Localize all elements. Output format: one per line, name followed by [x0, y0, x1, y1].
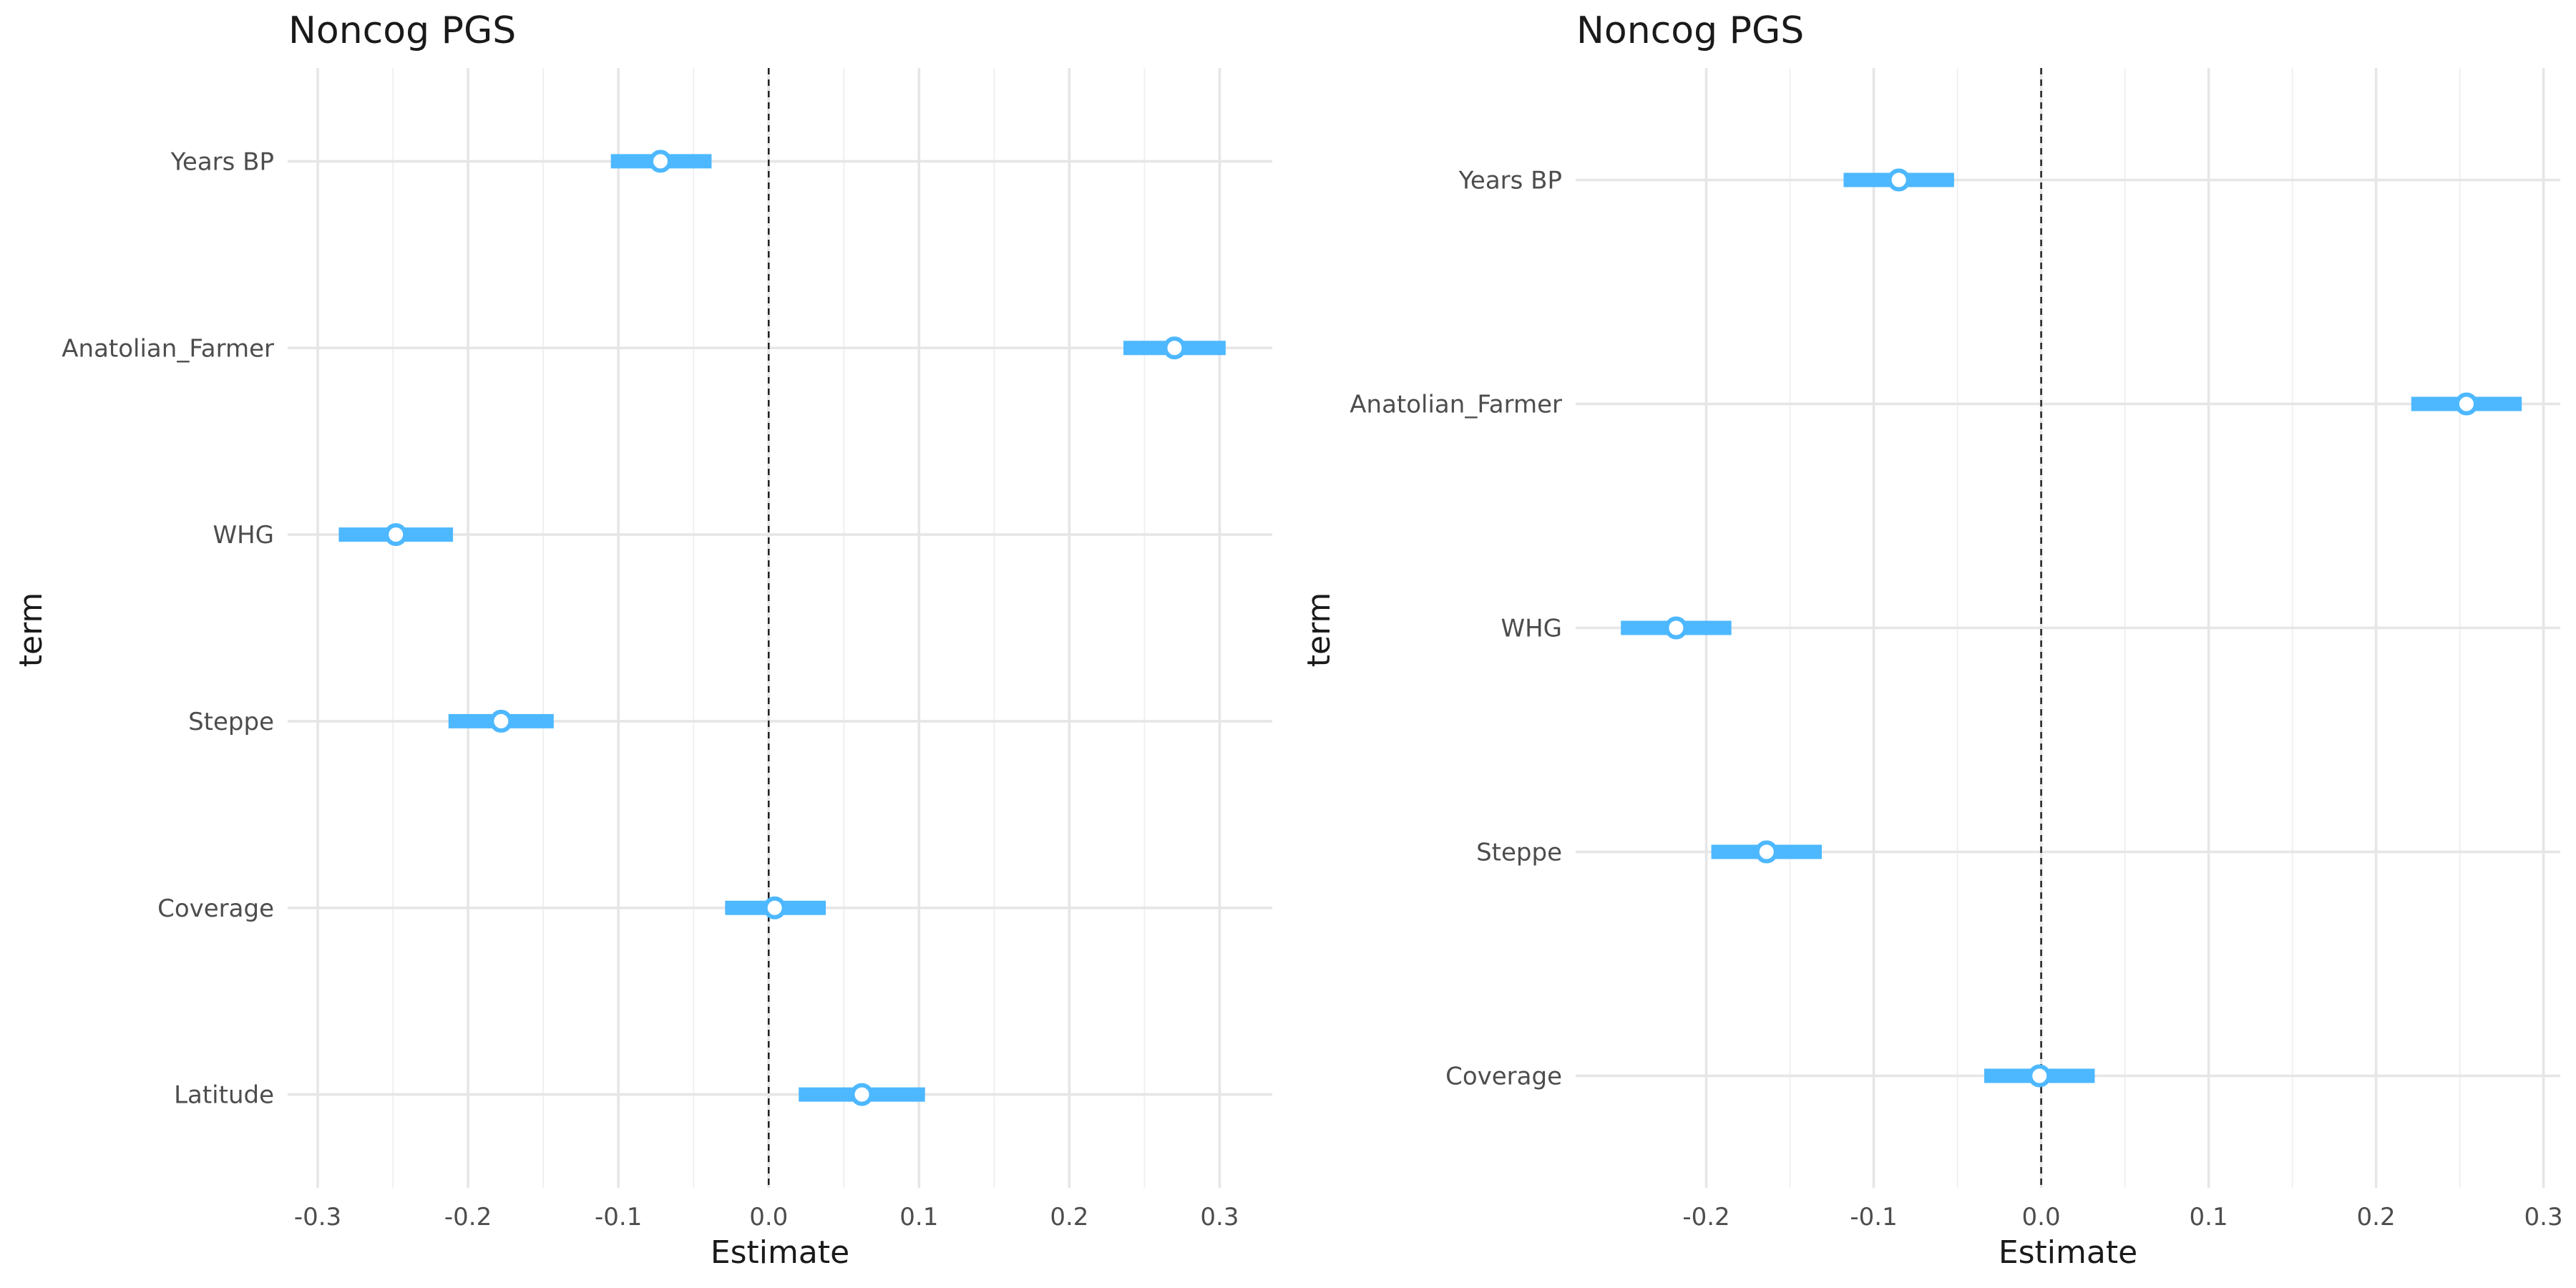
right-x-tick-label: -0.2 — [1682, 1203, 1729, 1231]
left-estimate-point-latitude — [850, 1083, 874, 1106]
left-panel-y-axis-title: term — [13, 592, 49, 668]
left-panel-x-axis-title: Estimate — [711, 1234, 849, 1271]
left-term-label-anatolian-farmer: Anatolian_Farmer — [62, 334, 274, 363]
left-panel-title: Noncog PGS — [288, 9, 516, 52]
left-estimate-point-whg — [384, 523, 408, 547]
left-estimate-point-years-bp — [648, 150, 672, 173]
right-estimate-point-coverage — [2028, 1064, 2051, 1088]
left-x-tick-label: -0.2 — [444, 1203, 492, 1231]
right-x-tick-label: 0.0 — [2022, 1203, 2061, 1231]
right-panel-title: Noncog PGS — [1576, 9, 1804, 52]
left-x-tick-label: 0.1 — [899, 1203, 938, 1231]
left-term-label-latitude: Latitude — [174, 1081, 274, 1110]
right-x-tick-label: -0.1 — [1850, 1203, 1897, 1231]
left-estimate-point-steppe — [489, 709, 513, 733]
left-x-tick-label: -0.1 — [595, 1203, 642, 1231]
right-estimate-point-steppe — [1755, 840, 1778, 864]
right-x-tick-label: 0.3 — [2524, 1203, 2563, 1231]
left-term-label-whg: WHG — [213, 521, 274, 550]
right-x-tick-label: 0.2 — [2357, 1203, 2396, 1231]
right-estimate-point-years-bp — [1887, 168, 1911, 192]
left-term-label-years-bp: Years BP — [170, 147, 274, 176]
left-estimate-point-coverage — [763, 896, 786, 919]
left-x-tick-label: 0.0 — [749, 1203, 788, 1231]
left-estimate-point-anatolian-farmer — [1163, 336, 1186, 360]
left-term-label-coverage: Coverage — [157, 894, 274, 923]
right-estimate-point-whg — [1664, 616, 1688, 640]
left-x-tick-label: 0.3 — [1200, 1203, 1239, 1231]
left-panel: -0.3 -0.2 -0.1 0.0 0.1 0.2 0.3 Years BP Anatolia… — [13, 9, 1272, 1271]
left-term-label-steppe: Steppe — [188, 708, 274, 736]
right-term-label-coverage: Coverage — [1445, 1063, 1562, 1091]
right-term-label-steppe: Steppe — [1476, 839, 1562, 867]
right-term-label-whg: WHG — [1501, 615, 1562, 643]
right-panel-x-axis-title: Estimate — [1999, 1234, 2137, 1271]
right-term-label-anatolian-farmer: Anatolian_Farmer — [1350, 391, 1562, 419]
right-estimate-point-anatolian-farmer — [2454, 392, 2478, 416]
right-panel: -0.2 -0.1 0.0 0.1 0.2 0.3 Years BP Anatolian_Fa… — [1301, 9, 2563, 1271]
right-x-tick-label: 0.1 — [2190, 1203, 2228, 1231]
right-panel-y-axis-title: term — [1301, 592, 1337, 668]
left-x-tick-label: -0.3 — [294, 1203, 341, 1231]
right-term-label-years-bp: Years BP — [1458, 167, 1562, 195]
left-x-tick-label: 0.2 — [1050, 1203, 1088, 1231]
